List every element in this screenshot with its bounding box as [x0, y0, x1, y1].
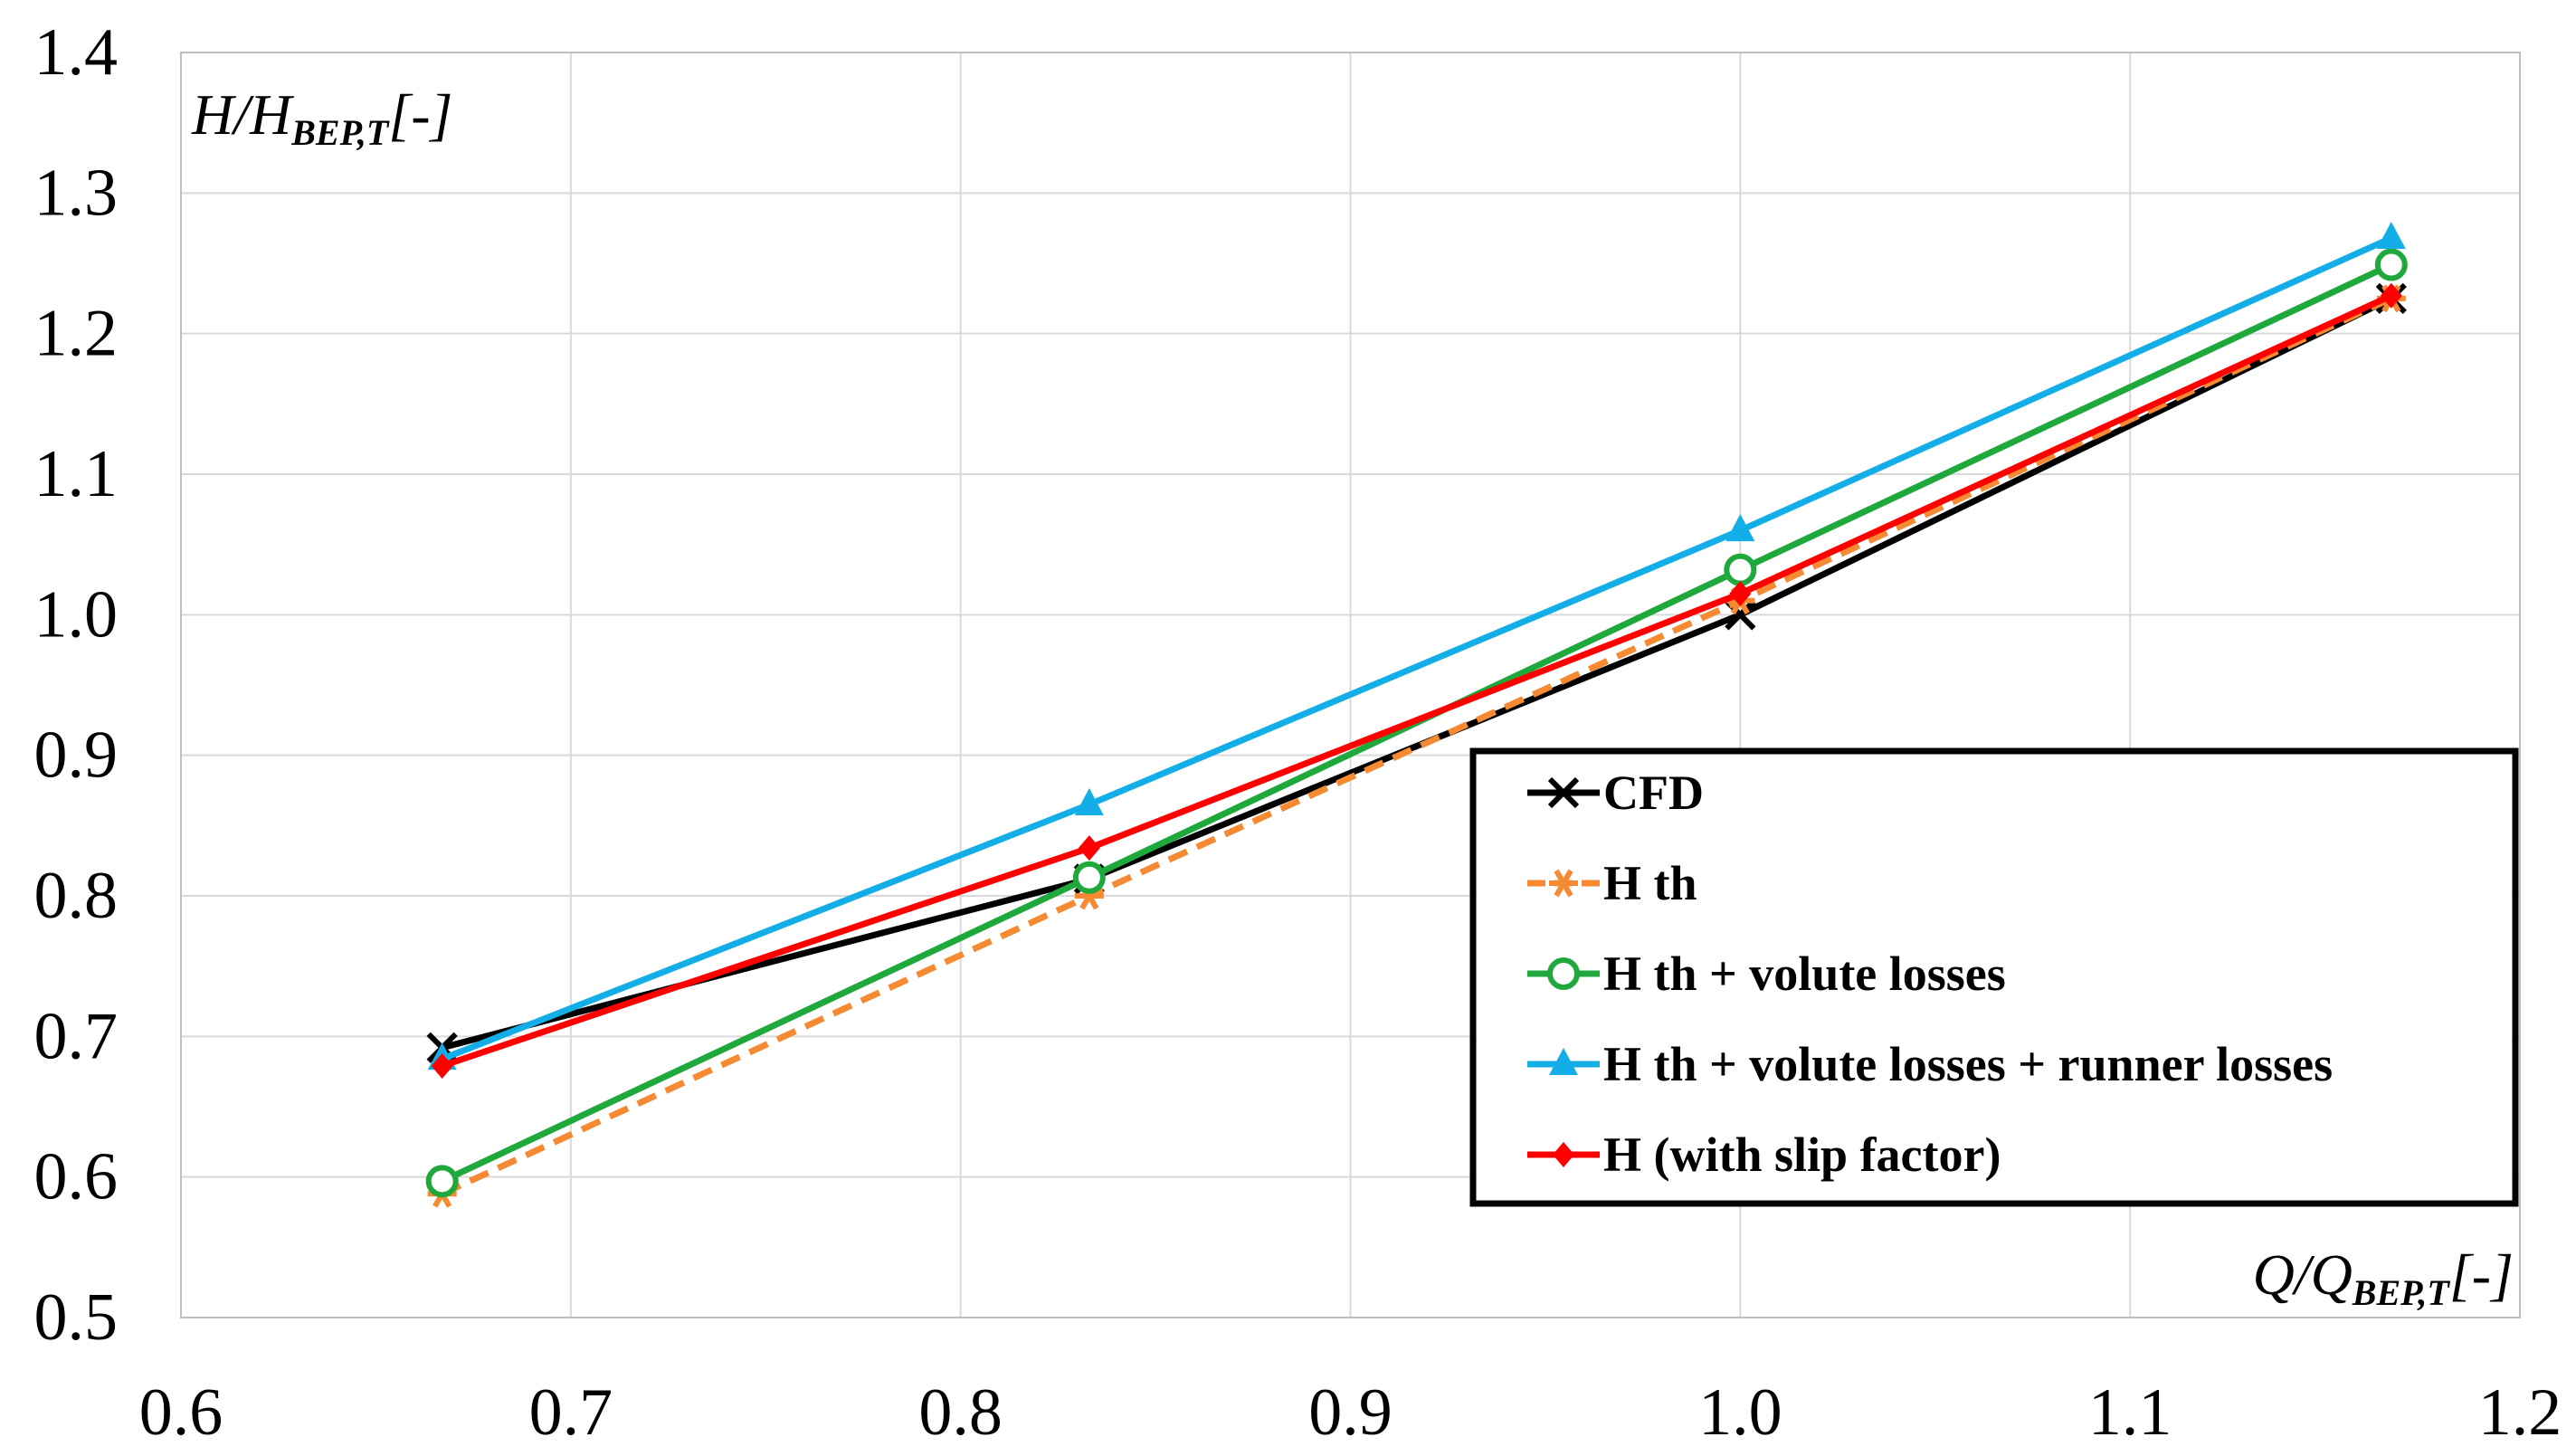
legend-marker-h-th-volute-losses-runner-losses [1549, 1048, 1578, 1075]
data-point-h-with-slip-factor-1 [1078, 835, 1100, 861]
data-point-h-th-volute-losses-3 [2374, 248, 2408, 281]
legend-box [1469, 747, 2519, 1207]
legend-label-h-th-volute-losses-runner-losses: H th + volute losses + runner losses [1603, 1037, 2333, 1091]
y-tick-label-1.3: 1.3 [34, 156, 119, 230]
y-tick-label-0.5: 0.5 [34, 1280, 119, 1355]
data-point-h-th-volute-losses-runner-losses-2 [1725, 514, 1755, 542]
series-line-h-with-slip-factor [441, 292, 2393, 1070]
series-h-th-volute-losses-runner-losses [427, 222, 2406, 1071]
y-axis-title: H/HBEP,T[-] [191, 82, 452, 153]
data-point-h-with-slip-factor-0 [431, 1052, 453, 1079]
y-tick-label-1.4: 1.4 [34, 15, 119, 90]
x-tick-label-1.0: 1.0 [1698, 1375, 1782, 1450]
series-line-cfd [441, 295, 2393, 1052]
y-tick-label-1.1: 1.1 [34, 437, 119, 511]
plot-area-border [180, 52, 2521, 1318]
legend: CFD H th H th + volute losses H th + volute… [1469, 747, 2519, 1207]
x-axis-title: Q/QBEP,T[-] [2253, 1242, 2514, 1313]
data-point-h-th-volute-losses-0 [425, 1165, 459, 1198]
legend-entry-cfd: CFD [1527, 766, 1704, 820]
data-point-cfd-2-stroke-b [1725, 599, 1756, 631]
series-h-with-slip-factor [431, 282, 2402, 1079]
data-point-h-with-slip-factor-3 [2380, 282, 2402, 309]
y-tick-label-0.7: 0.7 [34, 999, 119, 1073]
legend-marker-h-with-slip-factor [1553, 1142, 1574, 1167]
legend-label-h-th-volute-losses: H th + volute losses [1603, 947, 2006, 1001]
legend-entry-h-th-volute-losses-runner-losses: H th + volute losses + runner losses [1527, 1037, 2333, 1091]
legend-marker-h-th-stroke-120 [1554, 869, 1573, 898]
y-tick-label-0.8: 0.8 [34, 859, 119, 933]
legend-marker-h-th-volute-losses [1547, 957, 1580, 990]
legend-entry-h-th-volute-losses: H th + volute losses [1527, 947, 2006, 1001]
series-line-h-th-volute-losses-runner-losses [441, 234, 2393, 1062]
x-tick-label-1.1: 1.1 [2088, 1375, 2172, 1450]
x-tick-label-1.2: 1.2 [2478, 1375, 2562, 1450]
series-group [425, 222, 2408, 1208]
legend-entry-h-with-slip-factor: H (with slip factor) [1527, 1128, 2001, 1182]
legend-entry-h-th: H th [1527, 856, 1697, 910]
data-point-h-th-volute-losses-1 [1072, 861, 1106, 894]
x-tick-labels: 0.6 0.7 0.8 0.9 1.0 1.1 1.2 [139, 1375, 2562, 1450]
legend-label-h-th: H th [1603, 856, 1697, 910]
x-tick-label-0.9: 0.9 [1308, 1375, 1393, 1450]
legend-marker-h-th [1549, 869, 1578, 898]
series-line-h-th [441, 295, 2393, 1197]
data-point-h-th-volute-losses-2 [1724, 553, 1757, 586]
x-tick-label-0.6: 0.6 [139, 1375, 223, 1450]
y-tick-label-0.9: 0.9 [34, 718, 119, 793]
x-tick-label-0.8: 0.8 [918, 1375, 1003, 1450]
legend-marker-cfd [1547, 776, 1580, 809]
legend-label-h-with-slip-factor: H (with slip factor) [1603, 1128, 2001, 1182]
legend-marker-cfd-stroke-b [1547, 776, 1580, 809]
legend-label-cfd: CFD [1603, 766, 1704, 820]
y-tick-label-1.2: 1.2 [34, 297, 119, 371]
x-tick-label-0.7: 0.7 [529, 1375, 613, 1450]
data-point-h-th-volute-losses-runner-losses-3 [2376, 222, 2406, 250]
y-tick-labels: 0.5 0.6 0.7 0.8 0.9 1.0 1.1 1.2 1.3 1.4 [34, 15, 119, 1355]
data-point-h-th-volute-losses-runner-losses-1 [1074, 788, 1104, 816]
y-tick-label-1.0: 1.0 [34, 577, 119, 652]
y-tick-label-0.6: 0.6 [34, 1140, 119, 1214]
data-point-h-with-slip-factor-2 [1729, 581, 1752, 607]
